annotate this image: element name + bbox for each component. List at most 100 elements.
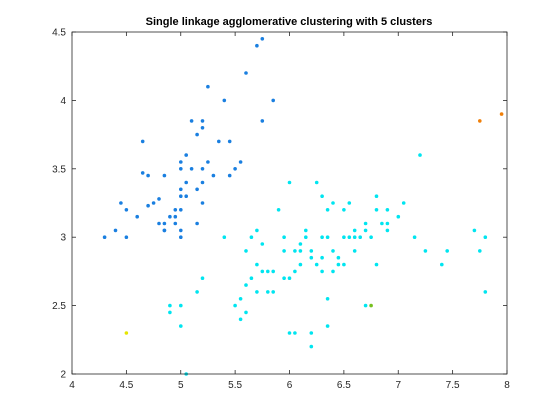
- data-point: [282, 249, 286, 253]
- data-point: [217, 139, 221, 144]
- data-point: [347, 235, 352, 239]
- data-point: [309, 255, 314, 260]
- data-point: [206, 84, 210, 89]
- data-point: [189, 119, 194, 123]
- y-tick-label: 2.5: [52, 301, 66, 312]
- data-point: [260, 269, 265, 274]
- data-point: [287, 276, 292, 281]
- data-point: [200, 201, 205, 205]
- data-point: [179, 208, 183, 212]
- data-point: [287, 180, 292, 185]
- data-point: [233, 167, 237, 171]
- x-tick-label: 5.5: [228, 380, 242, 391]
- data-point: [238, 297, 243, 301]
- data-point: [135, 214, 139, 219]
- data-point: [293, 269, 297, 274]
- data-point: [266, 290, 270, 294]
- y-tick-label: 3: [60, 233, 66, 244]
- data-point: [162, 228, 167, 233]
- data-point: [342, 235, 346, 239]
- data-point: [157, 197, 161, 201]
- data-point: [146, 173, 150, 178]
- data-point: [385, 228, 390, 233]
- data-point: [255, 290, 259, 294]
- data-point: [304, 228, 308, 233]
- x-tick-label: 5: [178, 380, 184, 391]
- data-point: [146, 203, 150, 208]
- data-point: [325, 235, 330, 239]
- data-point: [173, 221, 178, 226]
- data-point: [124, 208, 129, 212]
- y-tick-label: 4: [60, 96, 66, 107]
- data-point: [200, 167, 205, 171]
- data-point: [287, 331, 292, 335]
- x-tick-label: 7.5: [446, 380, 460, 391]
- data-point: [179, 160, 183, 164]
- chart-title: Single linkage agglomerative clustering …: [146, 16, 433, 28]
- data-point: [162, 173, 167, 178]
- data-point: [233, 303, 237, 308]
- data-point: [380, 221, 384, 226]
- data-point: [260, 242, 265, 246]
- data-point: [309, 344, 314, 349]
- data-point: [157, 221, 161, 226]
- data-point: [238, 317, 243, 322]
- data-point: [271, 290, 276, 294]
- data-point: [168, 310, 172, 315]
- data-point: [483, 290, 488, 294]
- data-point: [255, 43, 259, 48]
- data-point: [320, 255, 324, 260]
- data-point: [162, 221, 167, 226]
- data-point: [363, 228, 368, 233]
- data-point: [320, 194, 324, 198]
- data-point: [396, 214, 401, 219]
- data-point: [244, 283, 248, 287]
- data-point: [195, 187, 199, 192]
- y-tick-label: 2: [60, 370, 66, 381]
- data-point: [331, 249, 335, 253]
- data-point: [385, 208, 390, 212]
- data-point: [336, 262, 341, 267]
- data-point: [325, 324, 330, 328]
- data-point: [369, 303, 373, 308]
- data-point: [179, 324, 183, 328]
- data-point: [200, 276, 205, 281]
- x-tick-label: 6: [287, 380, 293, 391]
- data-point: [244, 71, 248, 75]
- data-point: [298, 242, 303, 246]
- data-point: [189, 167, 194, 171]
- data-point: [293, 249, 297, 253]
- data-point: [195, 290, 199, 294]
- y-tick-label: 4.5: [52, 28, 66, 39]
- data-point: [184, 180, 188, 185]
- data-point: [369, 235, 373, 239]
- data-point: [102, 235, 107, 239]
- data-point: [478, 119, 482, 123]
- data-point: [244, 310, 248, 315]
- data-point: [179, 303, 183, 308]
- data-point: [282, 276, 286, 281]
- x-tick-label: 7: [395, 380, 401, 391]
- axes-layer: 4 4.5 5 5.5 6 6.5 7 7.5 8 2 2.5 3 3.5 4 4.5: [52, 28, 510, 392]
- data-point: [227, 139, 232, 144]
- data-point: [342, 208, 346, 212]
- data-point: [260, 37, 265, 41]
- data-point: [244, 249, 248, 253]
- data-point: [325, 208, 330, 212]
- x-tick-label: 6.5: [337, 380, 351, 391]
- axes-box: [71, 31, 508, 375]
- data-point: [255, 228, 259, 233]
- data-point: [304, 235, 308, 239]
- data-point: [249, 276, 254, 281]
- data-point: [352, 235, 357, 239]
- data-point: [271, 269, 276, 274]
- data-point: [238, 160, 243, 164]
- data-point: [445, 249, 450, 253]
- data-point: [347, 201, 352, 205]
- data-point: [385, 221, 390, 226]
- data-point: [271, 98, 276, 103]
- data-point: [374, 208, 379, 212]
- data-point: [276, 208, 281, 212]
- data-point: [173, 208, 178, 212]
